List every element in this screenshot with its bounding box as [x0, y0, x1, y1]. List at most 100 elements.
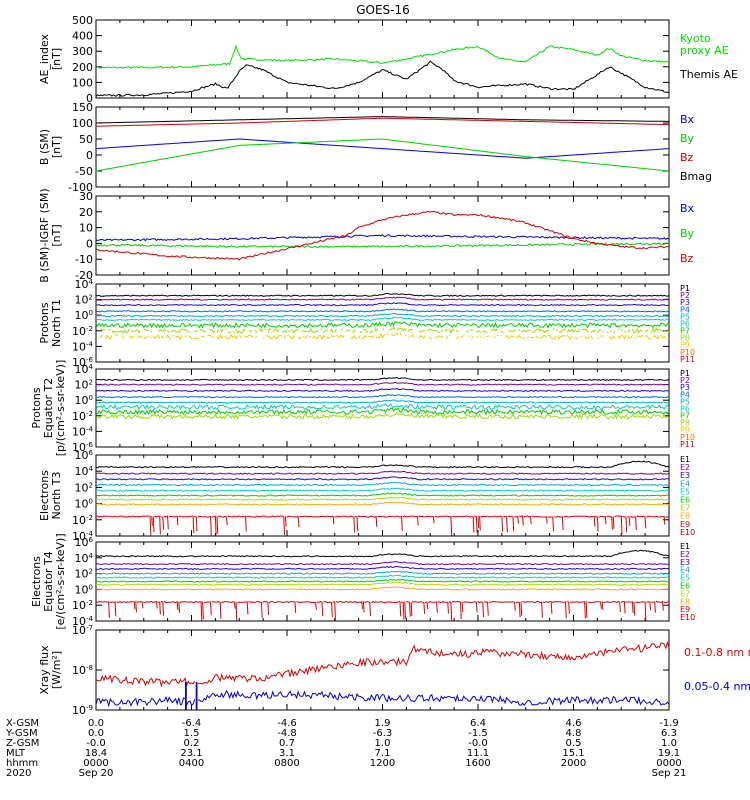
legend-label: P5: [680, 312, 690, 321]
tick-base: 10: [72, 340, 86, 353]
x-axis-row-value: -6.3: [373, 728, 393, 739]
panel-2: -100 -50 0 50 100 150 B (SM) [nT] Bx By Bz Bmag: [38, 101, 712, 194]
tick-exponent: -2: [86, 599, 93, 607]
tick-base: 10: [75, 363, 89, 376]
legend-label: By: [680, 227, 695, 240]
tick-base: 10: [75, 278, 89, 291]
y-tick-label: 10-6: [72, 356, 94, 369]
legend-label: P11: [680, 440, 695, 449]
tick-exponent: -2: [86, 325, 93, 333]
y-tick-label: 100: [75, 583, 93, 596]
x-axis-row-value: 1200: [370, 758, 395, 769]
legend-label: P3: [680, 383, 690, 392]
x-axis-row-value: 1.0: [375, 738, 391, 749]
y-tick-label: -100: [68, 181, 93, 194]
series-e6: [95, 492, 670, 497]
legend-label: Bz: [680, 151, 694, 164]
legend-label: P7: [680, 412, 690, 421]
series-kyoto-proxy-ae: [95, 44, 670, 70]
x-axis-row-value: 15.1: [562, 748, 584, 759]
tick-exponent: 4: [89, 552, 94, 560]
tick-base: 10: [72, 704, 86, 717]
series-p9: [98, 332, 670, 341]
x-axis-row-label: Z-GSM: [6, 738, 39, 749]
tick-exponent: -9: [86, 704, 93, 712]
x-axis-row-value: 1.9: [375, 718, 391, 729]
tick-exponent: 0: [89, 583, 93, 591]
y-tick-label: 100: [72, 117, 93, 130]
y-tick-label: 0: [86, 149, 93, 162]
x-axis-row-value: -0.0: [468, 738, 488, 749]
y-tick-label: 102: [75, 568, 93, 581]
series-p4: [95, 308, 670, 313]
series-p6: [95, 316, 670, 322]
x-axis-row-value: 0.0: [88, 728, 104, 739]
y-axis-label: B (SM)-IGRF (SM): [38, 188, 51, 282]
panel-frame: [95, 19, 670, 99]
x-axis-row-value: 2000: [561, 758, 586, 769]
legend-label: 0.1-0.8 nm nm: [684, 646, 750, 659]
x-axis-row-value: 0.7: [279, 738, 295, 749]
series-e1: [95, 549, 670, 558]
series-e7: [95, 581, 669, 586]
y-tick-label: 0: [86, 92, 93, 105]
x-axis-row-label: 2020: [6, 768, 31, 779]
y-axis-label: [W/m²]: [50, 651, 63, 689]
legend-label: P2: [680, 376, 690, 385]
series-p1: [96, 292, 670, 297]
y-axis-label: Xray flux: [38, 645, 51, 695]
y-axis-label: North T3: [50, 472, 63, 520]
series-p7: [95, 407, 670, 416]
tick-base: 10: [75, 583, 89, 596]
x-axis-row-value: -0.0: [86, 738, 106, 749]
legend-label: E9: [680, 605, 690, 614]
x-axis-row-value: 0.5: [566, 738, 582, 749]
tick-base: 10: [72, 514, 86, 527]
series-e9: [95, 515, 670, 536]
series-0-1-0-8-nm: [95, 641, 670, 710]
legend-label: E6: [680, 496, 690, 505]
series-bmag: [96, 116, 669, 124]
series-e9: [95, 600, 669, 622]
y-tick-label: 104: [75, 465, 94, 478]
y-tick-label: 100: [75, 309, 93, 322]
series-e2: [95, 561, 670, 566]
y-tick-label: 100: [75, 394, 93, 407]
legend-label: Kyoto: [680, 32, 711, 45]
y-tick-label: 102: [75, 481, 93, 494]
legend-label: Bx: [680, 113, 695, 126]
y-tick-label: 150: [72, 101, 93, 114]
legend-label: Bx: [680, 202, 695, 215]
panel-frame: [95, 629, 670, 711]
legend-label: E1: [680, 542, 690, 551]
legend-label: P10: [680, 348, 695, 357]
y-tick-label: 20: [79, 206, 93, 219]
y-axis-label: Protons: [38, 302, 51, 343]
legend-label: E7: [680, 589, 690, 598]
legend-label: Bz: [680, 252, 694, 265]
y-tick-label: -50: [75, 165, 93, 178]
series-e5: [95, 574, 670, 579]
legend-label: E1: [680, 455, 690, 464]
y-axis-label: B (SM): [38, 129, 51, 165]
tick-base: 10: [75, 498, 89, 511]
series-bz: [96, 117, 669, 127]
y-tick-label: 500: [72, 14, 93, 27]
legend-label: E9: [680, 520, 690, 529]
y-tick-label: 10: [79, 222, 93, 235]
legend-label: E10: [680, 528, 695, 537]
y-axis-label: [p/(cm²-s-sr-keV)]: [54, 360, 67, 457]
legend-label: E6: [680, 582, 690, 591]
y-tick-label: 106: [75, 536, 94, 549]
series-p2: [95, 381, 670, 386]
legend-label: E2: [680, 463, 690, 472]
y-tick-label: 104: [75, 363, 94, 376]
tick-base: 10: [72, 615, 86, 628]
y-tick-label: 100: [72, 76, 93, 89]
x-axis-row-value: -1.9: [659, 718, 679, 729]
tick-exponent: -4: [86, 615, 94, 623]
x-axis-row-value: 0800: [274, 758, 299, 769]
x-axis-row-value: 23.1: [180, 748, 202, 759]
